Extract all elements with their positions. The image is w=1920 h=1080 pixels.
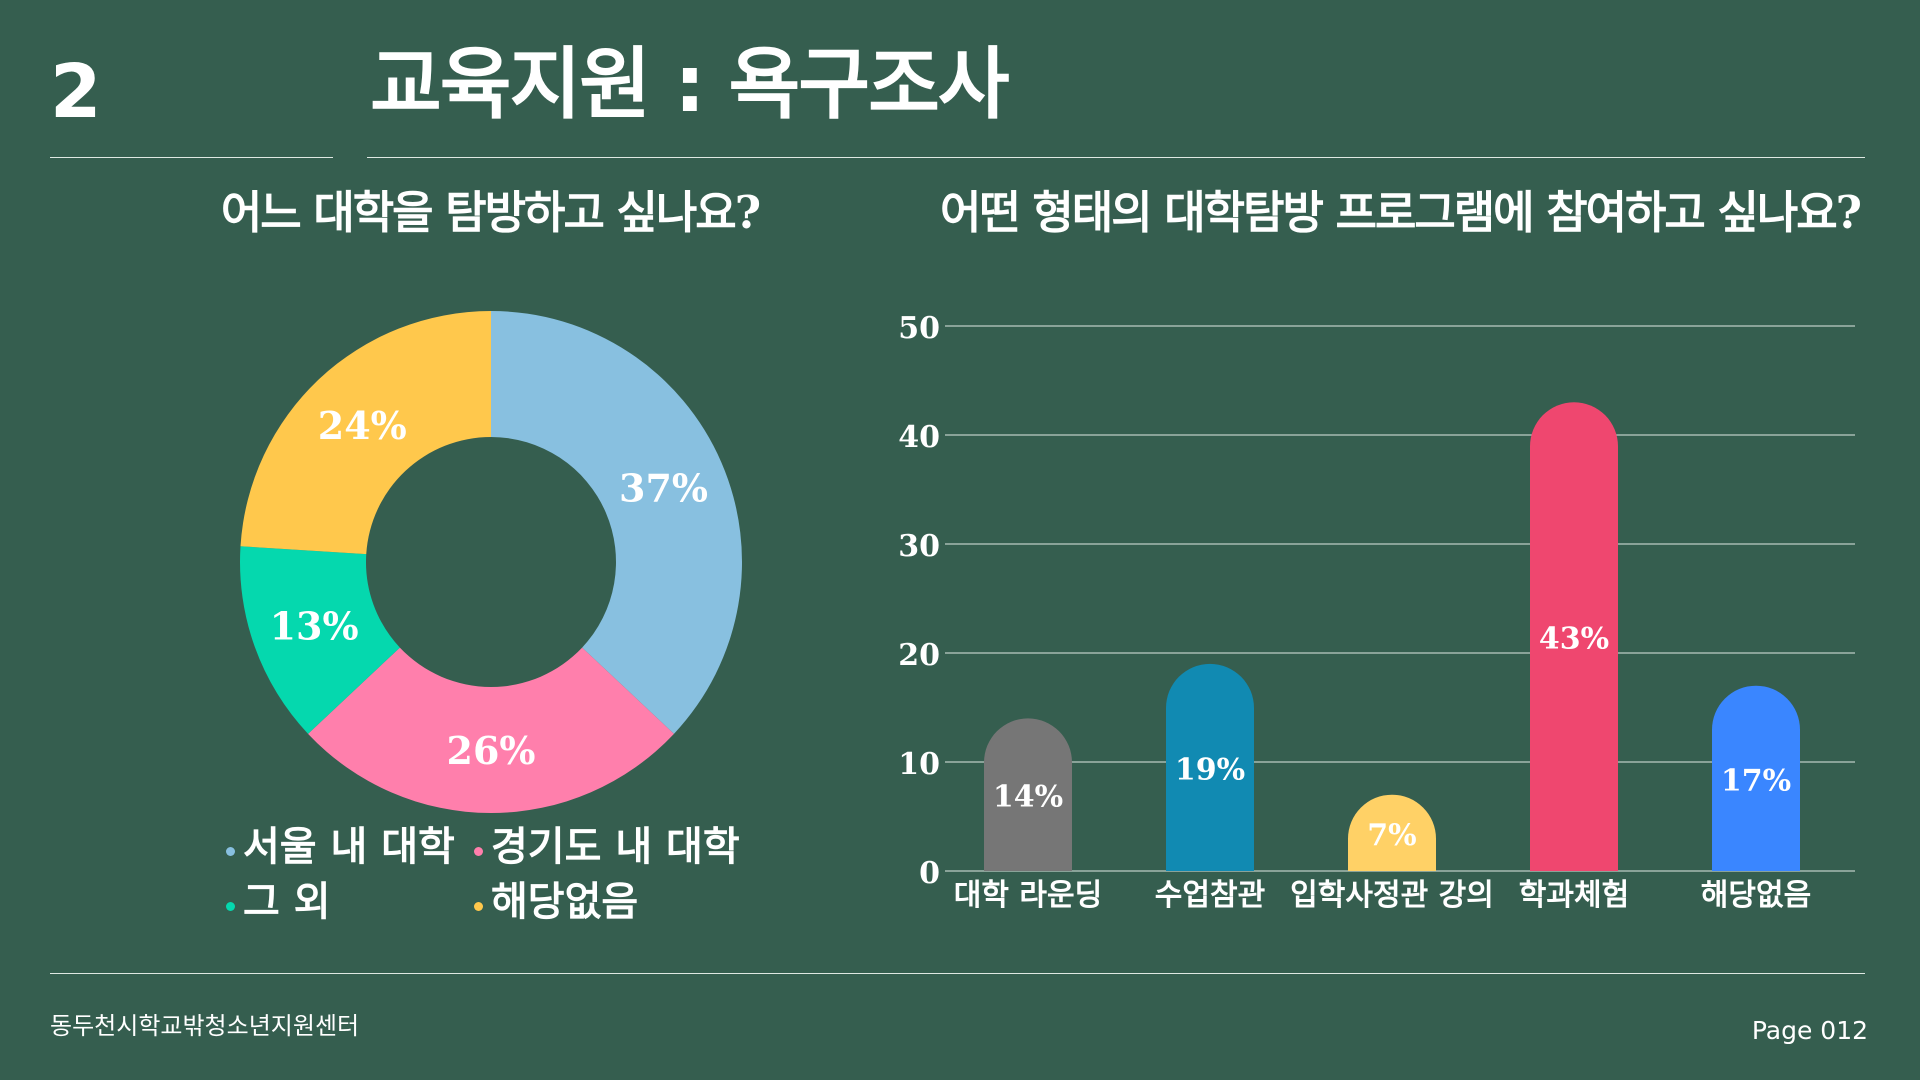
legend-swatch xyxy=(226,846,235,856)
pie-chart-title: 어느 대학을 탐방하고 싶나요? xyxy=(220,186,761,239)
footer-organization: 동두천시학교밖청소년지원센터 xyxy=(50,1012,360,1040)
bar-value-label: 19% xyxy=(1175,752,1245,787)
slice-value-label: 13% xyxy=(270,604,359,649)
header-rule-right xyxy=(367,157,1865,158)
y-tick-label: 40 xyxy=(898,420,940,455)
bar xyxy=(1348,794,1436,871)
bar-value-label: 43% xyxy=(1539,622,1609,657)
bar-chart-title: 어떤 형태의 대학탐방 프로그램에 참여하고 싶나요? xyxy=(939,186,1862,239)
bar xyxy=(1712,685,1800,871)
x-tick-label: 입학사정관 강의 xyxy=(1290,878,1494,913)
page-number: Page 012 xyxy=(1751,1016,1868,1045)
y-tick-label: 30 xyxy=(898,529,940,564)
slice-value-label: 24% xyxy=(318,403,407,448)
donut-slice xyxy=(240,546,400,734)
x-tick-label: 대학 라운딩 xyxy=(954,878,1102,913)
bar-chart: 0 10 20 30 40 50 14% 대학 라운딩 19% 수업참관 7% 입학사정관 강의 43%… xyxy=(898,311,1855,913)
legend-item-gyeonggi: 경기도 내 대학 xyxy=(474,827,740,867)
slice-value-label: 37% xyxy=(619,465,708,510)
legend-item-seoul: 서울 내 대학 xyxy=(226,827,455,867)
legend-swatch xyxy=(226,901,235,911)
page-title: 교육지원 : 욕구조사 xyxy=(370,40,1010,130)
bar-value-label: 7% xyxy=(1367,818,1416,853)
donut-slice xyxy=(240,311,491,555)
legend-label: 경기도 내 대학 xyxy=(491,823,740,870)
bar xyxy=(1530,402,1618,871)
legend-swatch xyxy=(474,901,483,911)
donut-slice xyxy=(491,311,743,734)
legend-item-other: 그 외 xyxy=(226,882,331,922)
x-tick-label: 학과체험 xyxy=(1519,878,1629,913)
y-tick-label: 50 xyxy=(898,311,940,346)
donut-chart: 37% 26% 13% 24% xyxy=(240,311,743,813)
legend-label: 서울 내 대학 xyxy=(243,823,455,870)
bar-value-label: 14% xyxy=(993,780,1063,815)
legend-label: 해당없음 xyxy=(491,878,639,925)
header-rule-left xyxy=(50,157,333,158)
bar xyxy=(984,718,1072,871)
y-tick-label: 10 xyxy=(898,747,940,782)
slice-value-label: 26% xyxy=(447,728,536,773)
legend-item-none: 해당없음 xyxy=(474,882,638,922)
x-tick-label: 수업참관 xyxy=(1155,878,1265,913)
footer-rule xyxy=(50,973,1865,974)
bar xyxy=(1166,663,1254,871)
section-number: 2 xyxy=(50,49,102,135)
bar-value-label: 17% xyxy=(1721,763,1791,798)
y-tick-label: 20 xyxy=(898,638,940,673)
legend-swatch xyxy=(474,846,483,856)
y-tick-label: 0 xyxy=(919,856,940,891)
x-tick-label: 해당없음 xyxy=(1701,878,1811,913)
legend-label: 그 외 xyxy=(243,878,331,925)
donut-slice xyxy=(308,647,674,813)
